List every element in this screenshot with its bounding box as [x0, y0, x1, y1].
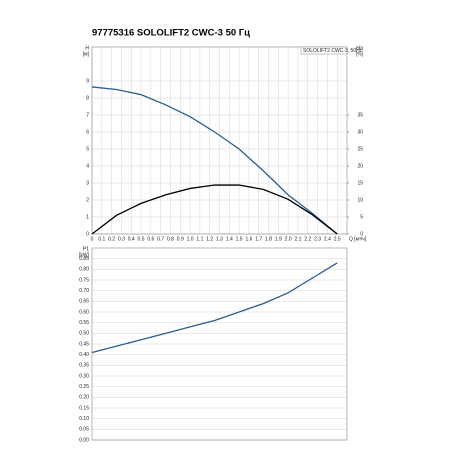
y-tick-label: 0.45 [79, 341, 89, 347]
x-tick-label: 1.2 [206, 236, 213, 242]
y-tick-label: 0.60 [79, 309, 89, 315]
x-tick-label: 2.0 [285, 236, 292, 242]
x-axis-label: Q [м³/ч] [349, 236, 367, 242]
x-tick-label: 2.5 [334, 236, 341, 242]
x-tick-label: 1.9 [275, 236, 282, 242]
y-tick-label: 0.20 [79, 395, 89, 401]
legend-text: SOLOLIFT2 CWC-3, 50Hz [303, 48, 363, 54]
y-tick-label: 0 [86, 231, 89, 237]
x-tick-label: 0.5 [138, 236, 145, 242]
y-tick-label: 3 [86, 180, 89, 186]
x-tick-label: 1.5 [236, 236, 243, 242]
x-tick-label: 0.1 [98, 236, 105, 242]
y2-tick-label: 15 [357, 180, 363, 186]
y-tick-label: 2 [86, 197, 89, 203]
y2-tick-label: 20 [357, 163, 363, 169]
y-axis-unit: [kW] [79, 252, 90, 258]
y2-tick-label: 35 [357, 112, 363, 118]
x-tick-label: 2.2 [304, 236, 311, 242]
y-tick-label: 0.10 [79, 416, 89, 422]
x-tick-label: 0.2 [108, 236, 115, 242]
plot-frame [91, 46, 348, 235]
chart-title: 97775316 SOLOLIFT2 CWC-3 50 Гц [92, 28, 250, 39]
x-tick-label: 0.9 [177, 236, 184, 242]
y2-tick-label: 10 [357, 197, 363, 203]
y-tick-label: 0.40 [79, 352, 89, 358]
y2-tick-label: 25 [357, 146, 363, 152]
y2-tick-label: 5 [360, 214, 363, 220]
legend-box [300, 46, 348, 55]
y-axis-unit: [м] [83, 51, 90, 57]
y-tick-label: 0.85 [79, 256, 89, 262]
y-tick-label: 0.75 [79, 277, 89, 283]
y-tick-label: 5 [86, 146, 89, 152]
x-tick-label: 2.1 [294, 236, 301, 242]
x-tick-label: 0.7 [157, 236, 164, 242]
series-line [91, 86, 338, 235]
plot-frame [91, 247, 348, 441]
y-tick-label: 9 [86, 78, 89, 84]
x-tick-label: 1.1 [196, 236, 203, 242]
x-tick-label: 1.3 [216, 236, 223, 242]
y-tick-label: 0.80 [79, 267, 89, 273]
x-tick-label: 1.6 [245, 236, 252, 242]
y2-axis-label: eta [356, 45, 363, 51]
x-tick-label: 0.6 [147, 236, 154, 242]
y-tick-label: 0.50 [79, 331, 89, 337]
x-tick-label: 2.4 [324, 236, 331, 242]
y2-axis-unit: [%] [356, 51, 364, 57]
series-line [91, 262, 338, 354]
y-tick-label: 6 [86, 129, 89, 135]
x-tick-label: 0.4 [128, 236, 135, 242]
y-tick-label: 0.05 [79, 427, 89, 433]
x-tick-label: 0.8 [167, 236, 174, 242]
y2-tick-label: 30 [357, 129, 363, 135]
y-tick-label: 4 [86, 163, 89, 169]
y-tick-label: 0.70 [79, 288, 89, 294]
y2-tick-label: 0 [360, 231, 363, 237]
x-tick-label: 1.0 [187, 236, 194, 242]
x-tick-label: 1.7 [255, 236, 262, 242]
y-tick-label: 0.30 [79, 373, 89, 379]
y-tick-label: 0.35 [79, 363, 89, 369]
y-tick-label: 0.55 [79, 320, 89, 326]
x-tick-label: 0 [91, 236, 94, 242]
x-tick-label: 1.4 [226, 236, 233, 242]
x-tick-label: 0.3 [118, 236, 125, 242]
y-tick-label: 8 [86, 95, 89, 101]
y-tick-label: 0.00 [79, 437, 89, 443]
y-axis-label: H [85, 45, 89, 51]
y-tick-label: 7 [86, 112, 89, 118]
y-tick-label: 0.25 [79, 384, 89, 390]
y-tick-label: 1 [86, 214, 89, 220]
y-axis-label: P1 [83, 246, 89, 252]
x-tick-label: 1.8 [265, 236, 272, 242]
x-tick-label: 2.3 [314, 236, 321, 242]
series-line [91, 184, 338, 235]
y-tick-label: 0.15 [79, 405, 89, 411]
y-tick-label: 0.65 [79, 299, 89, 305]
